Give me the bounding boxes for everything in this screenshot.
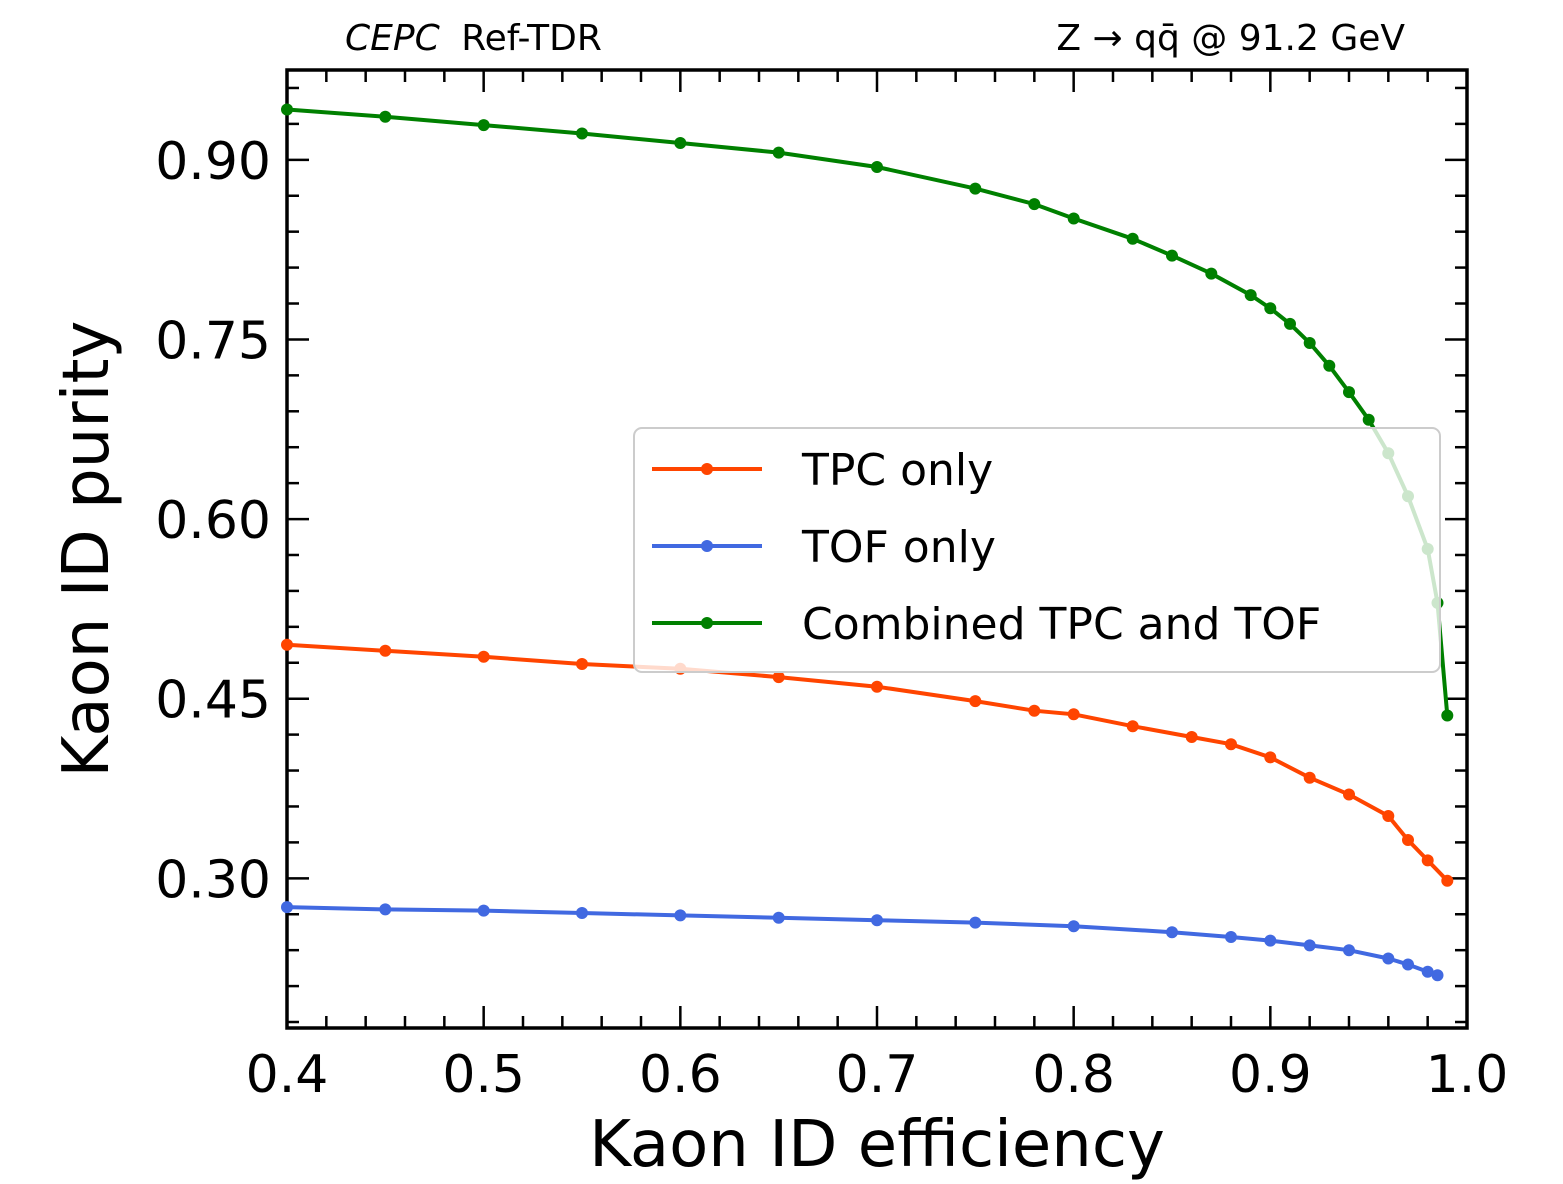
data-point [1421,965,1434,978]
data-point [674,909,687,922]
data-point [1441,874,1454,887]
legend-label: TOF only [801,522,996,573]
data-point [1343,788,1355,801]
x-tick-label: 0.9 [1229,1045,1312,1105]
legend-label: Combined TPC and TOF [802,599,1321,650]
x-tick-label: 0.8 [1032,1045,1115,1105]
data-point [1067,212,1080,225]
data-point [477,904,490,917]
data-point [1303,337,1316,349]
axis-tick-labels: 0.4 0.5 0.6 0.7 0.8 0.9 1.0 0.30 0.45 0.60 0.75 0.9… [155,132,1508,1105]
experiment-tag: Ref-TDR [461,18,602,59]
data-point [1431,969,1444,982]
legend-label: TPC only [801,445,993,496]
series-1 [281,901,1444,982]
data-point [969,182,982,195]
data-point [1343,944,1355,957]
data-point [1205,267,1218,280]
legend-box [633,427,1441,673]
x-tick-label: 0.7 [836,1045,919,1105]
y-tick-label: 0.75 [155,311,271,371]
data-point [1441,709,1454,722]
data-point [1284,317,1296,330]
series-line [286,642,1449,883]
data-point [1264,751,1277,764]
y-tick-label: 0.90 [155,132,271,192]
data-point [1166,926,1178,939]
data-point [1264,302,1277,315]
data-point [576,907,588,919]
data-point [772,911,785,924]
data-point [1402,958,1414,971]
data-point [969,695,982,708]
data-point [772,671,785,684]
data-point [1067,920,1080,933]
data-point [1382,810,1395,822]
data-point [281,901,293,914]
data-point [281,638,293,651]
data-point [576,127,588,140]
x-tick-label: 0.5 [442,1045,525,1105]
data-point [1225,738,1237,751]
data-point [1323,359,1336,372]
y-axis-label: Kaon ID purity [50,321,124,778]
data-point [1264,934,1277,947]
y-tick-label: 0.60 [155,491,271,551]
legend: TPC only TOF only Combined TPC and TOF [633,427,1441,673]
series-0 [281,638,1454,887]
data-point [1126,232,1139,245]
data-point [1421,854,1434,867]
data-point [1126,720,1139,733]
process-label: Z → qq̄ @ 91.2 GeV [1056,18,1405,59]
data-point [1244,289,1257,302]
experiment-label: CEPC Ref-TDR [345,18,602,59]
x-tick-label: 0.4 [246,1045,329,1105]
legend-swatch-marker [701,617,713,629]
data-point [1028,198,1041,211]
legend-swatch-marker [701,540,713,552]
data-point [1303,771,1316,784]
data-point [477,650,490,663]
data-point [1185,731,1198,743]
data-point [871,680,883,693]
data-point [969,916,982,929]
data-point [1067,708,1080,721]
y-tick-label: 0.45 [155,671,271,731]
data-point [1028,704,1041,717]
data-point [871,161,883,173]
data-point [1166,249,1178,262]
y-tick-label: 0.30 [155,850,271,910]
data-point [1225,931,1237,943]
data-point [281,103,293,116]
axis-ticks [285,70,1469,1028]
data-point [1343,386,1355,399]
legend-swatch-marker [701,463,713,475]
data-point [379,644,392,657]
experiment-name: CEPC [345,18,441,59]
data-point [1303,939,1316,952]
data-point [674,137,687,149]
data-point [477,119,490,132]
data-point [871,914,883,927]
data-point [1402,834,1414,846]
data-point [576,658,588,670]
x-axis-label: Kaon ID efficiency [589,1108,1165,1182]
data-point [1382,952,1395,965]
x-tick-label: 0.6 [639,1045,722,1105]
data-point [379,110,392,123]
data-point [772,146,785,159]
data-point [379,903,392,916]
x-tick-label: 1.0 [1426,1045,1509,1105]
data-point [1362,413,1375,426]
